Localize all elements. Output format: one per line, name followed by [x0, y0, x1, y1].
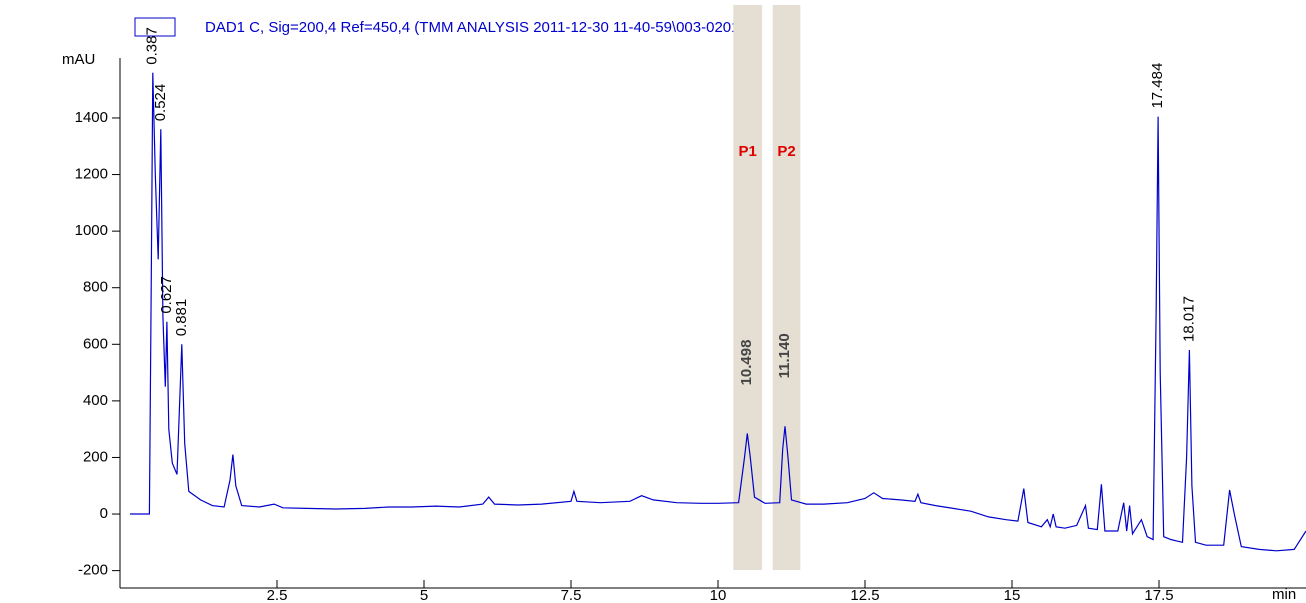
y-tick-label: 400	[83, 392, 108, 409]
y-tick-label: 600	[83, 335, 108, 352]
y-tick-label: 1000	[75, 222, 108, 239]
x-tick-label: 5	[420, 587, 428, 603]
legend-label: DAD1 C, Sig=200,4 Ref=450,4 (TMM ANALYSI…	[205, 19, 759, 36]
y-tick-label: -200	[78, 562, 108, 579]
peak-label: 17.484	[1149, 63, 1166, 109]
x-tick-label: 12.5	[850, 587, 879, 603]
y-tick-label: 200	[83, 448, 108, 465]
x-tick-label: 10	[710, 587, 727, 603]
y-axis-label: mAU	[62, 51, 95, 68]
y-tick-label: 800	[83, 279, 108, 296]
peak-label: 0.387	[144, 27, 161, 65]
highlight-region	[733, 5, 763, 570]
peak-label: 18.017	[1180, 296, 1197, 342]
x-tick-label: 7.5	[561, 587, 582, 603]
highlight-region	[772, 5, 801, 570]
legend-box	[134, 17, 176, 37]
x-tick-label: 15	[1004, 587, 1021, 603]
region-label: P2	[777, 143, 795, 160]
peak-label: 10.498	[738, 340, 755, 386]
peak-label: 0.524	[152, 84, 169, 122]
x-tick-label: 17.5	[1144, 587, 1173, 603]
region-label: P1	[739, 143, 757, 160]
y-tick-label: 1200	[75, 166, 108, 183]
peak-label: 0.627	[158, 276, 175, 314]
trace-line	[130, 72, 1306, 552]
peak-label: 11.140	[776, 333, 793, 378]
x-tick-label: 2.5	[267, 587, 288, 603]
peak-label: 0.881	[173, 299, 190, 337]
x-axis-label: min	[1272, 586, 1296, 603]
y-tick-label: 0	[100, 505, 108, 522]
y-tick-label: 1400	[75, 109, 108, 126]
